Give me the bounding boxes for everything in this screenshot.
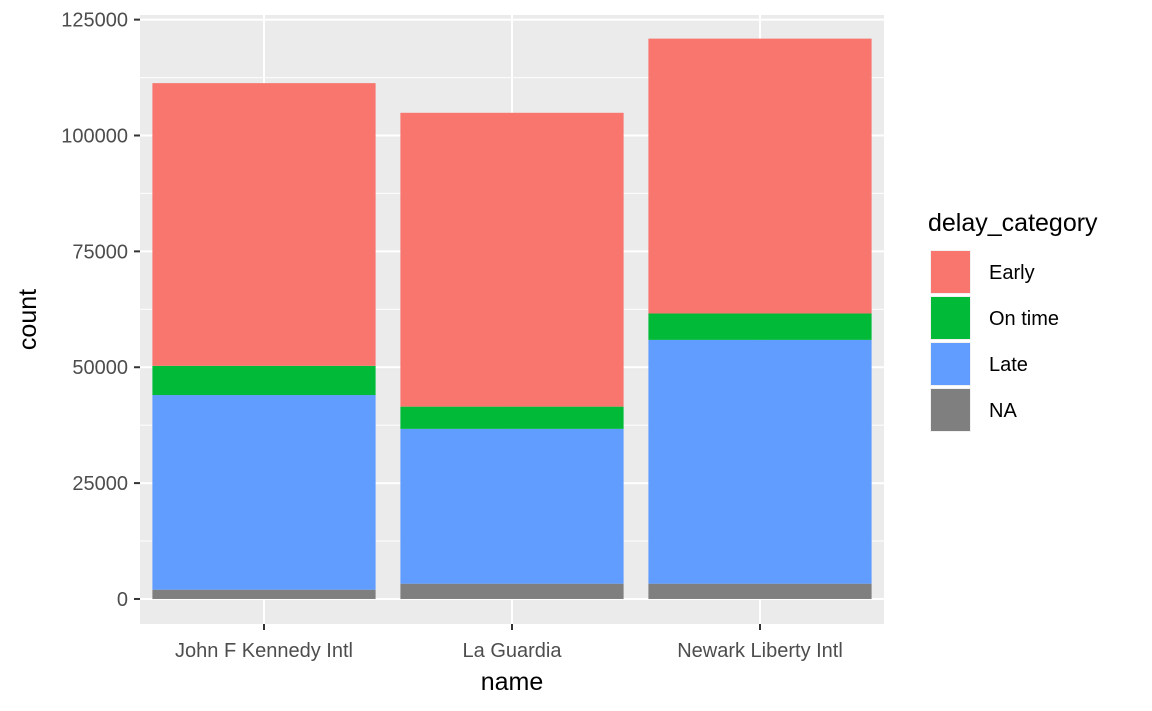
legend-label: NA bbox=[989, 400, 1017, 422]
x-tick-label: John F Kennedy Intl bbox=[175, 640, 353, 662]
legend-label: Early bbox=[989, 262, 1035, 284]
y-tick-label: 100000 bbox=[61, 126, 128, 148]
legend-label: On time bbox=[989, 308, 1059, 330]
legend-key-swatch bbox=[931, 251, 970, 293]
x-axis-title: name bbox=[481, 668, 544, 696]
y-tick-label: 0 bbox=[117, 589, 128, 611]
bar-segment bbox=[648, 313, 872, 340]
legend: delay_category Early On time Late NA bbox=[928, 209, 1098, 434]
legend-title: delay_category bbox=[928, 209, 1098, 237]
y-tick-label: 50000 bbox=[72, 357, 128, 379]
bar-segment bbox=[400, 406, 624, 429]
legend-key-swatch bbox=[931, 297, 970, 339]
bar-segment bbox=[400, 583, 624, 599]
y-axis: 0 25000 50000 75000 100000 125000 bbox=[61, 10, 140, 611]
legend-key-swatch bbox=[931, 343, 970, 385]
bar-segment bbox=[648, 583, 872, 599]
bar-segment bbox=[152, 83, 376, 366]
bar-segment bbox=[152, 365, 376, 396]
legend-label: Late bbox=[989, 354, 1028, 376]
y-tick-label: 75000 bbox=[72, 241, 128, 263]
bar-segment bbox=[152, 395, 376, 590]
bar-segment bbox=[648, 339, 872, 584]
bar-segment bbox=[152, 589, 376, 599]
bar-segment bbox=[648, 38, 872, 314]
y-tick-label: 25000 bbox=[72, 473, 128, 495]
x-axis: John F Kennedy Intl La Guardia Newark Libe… bbox=[175, 624, 843, 662]
legend-key-swatch bbox=[931, 389, 970, 431]
x-tick-label: Newark Liberty Intl bbox=[677, 640, 843, 662]
bar-segment bbox=[400, 428, 624, 584]
bars bbox=[152, 38, 872, 599]
y-tick-label: 125000 bbox=[61, 10, 128, 32]
x-tick-label: La Guardia bbox=[463, 640, 563, 662]
bar-segment bbox=[400, 112, 624, 407]
y-axis-title: count bbox=[14, 289, 42, 350]
